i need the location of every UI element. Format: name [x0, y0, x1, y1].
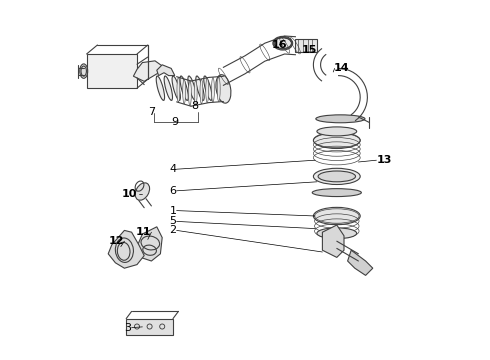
Text: 10: 10: [122, 189, 137, 199]
Polygon shape: [133, 61, 162, 81]
Text: 9: 9: [171, 117, 178, 127]
Text: 7: 7: [148, 107, 155, 117]
Polygon shape: [126, 319, 173, 335]
Text: 6: 6: [170, 186, 176, 196]
Text: 14: 14: [333, 63, 349, 73]
Bar: [87, 54, 137, 88]
Ellipse shape: [216, 75, 231, 103]
Ellipse shape: [314, 168, 360, 185]
Text: 1: 1: [170, 206, 176, 216]
Ellipse shape: [200, 79, 203, 104]
Polygon shape: [137, 227, 162, 261]
Polygon shape: [108, 230, 144, 268]
Ellipse shape: [189, 81, 192, 105]
Polygon shape: [347, 250, 373, 275]
Ellipse shape: [172, 76, 180, 100]
Ellipse shape: [196, 76, 204, 100]
Polygon shape: [322, 225, 344, 257]
Ellipse shape: [317, 127, 357, 136]
Ellipse shape: [314, 207, 360, 225]
Ellipse shape: [188, 76, 196, 100]
Text: 16: 16: [271, 40, 287, 50]
Text: 3: 3: [124, 323, 132, 333]
Text: 4: 4: [170, 164, 176, 174]
Ellipse shape: [314, 132, 360, 149]
Text: 8: 8: [191, 101, 198, 111]
Bar: [295, 39, 317, 52]
Ellipse shape: [183, 79, 186, 104]
Text: 15: 15: [302, 45, 318, 55]
Ellipse shape: [204, 76, 212, 100]
Ellipse shape: [206, 78, 209, 103]
Ellipse shape: [317, 228, 357, 239]
Ellipse shape: [316, 115, 365, 123]
Text: 5: 5: [170, 216, 176, 226]
Ellipse shape: [156, 76, 165, 100]
Ellipse shape: [318, 171, 356, 182]
Ellipse shape: [273, 36, 293, 50]
Ellipse shape: [135, 183, 149, 200]
Polygon shape: [157, 65, 175, 76]
Ellipse shape: [80, 64, 88, 78]
Text: 2: 2: [170, 225, 176, 235]
Text: 13: 13: [376, 155, 392, 165]
Ellipse shape: [212, 77, 215, 102]
Ellipse shape: [217, 77, 220, 102]
Text: 11: 11: [136, 227, 151, 237]
Ellipse shape: [194, 80, 197, 105]
Ellipse shape: [312, 189, 361, 197]
Ellipse shape: [177, 78, 180, 102]
Ellipse shape: [164, 76, 172, 100]
Ellipse shape: [180, 76, 188, 100]
Text: 12: 12: [109, 236, 124, 246]
